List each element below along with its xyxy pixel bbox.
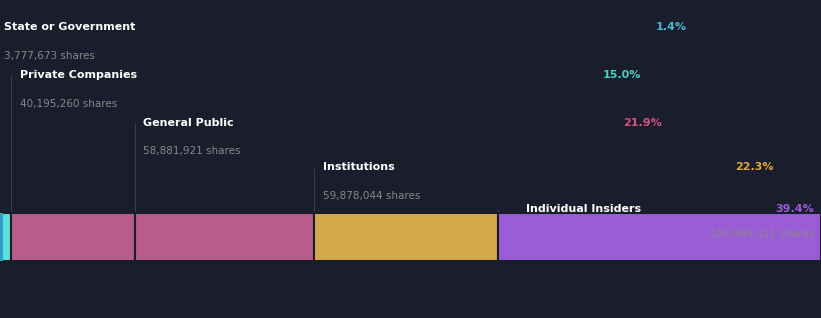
Text: Individual Insiders: Individual Insiders [526, 204, 641, 213]
Bar [135, 213, 314, 261]
Text: 15.0%: 15.0% [603, 70, 641, 80]
Text: 105,894,111 shares: 105,894,111 shares [710, 229, 814, 239]
Bar [498, 213, 821, 261]
Bar [0, 213, 3, 261]
Text: State or Government: State or Government [4, 22, 135, 32]
Text: 22.3%: 22.3% [735, 162, 773, 172]
Text: 40,195,260 shares: 40,195,260 shares [20, 99, 117, 108]
Text: 59,878,044 shares: 59,878,044 shares [323, 191, 420, 201]
Text: 39.4%: 39.4% [776, 204, 814, 213]
Bar [11, 213, 135, 261]
Text: 21.9%: 21.9% [623, 118, 663, 128]
Text: 58,881,921 shares: 58,881,921 shares [143, 146, 241, 156]
Text: Institutions: Institutions [323, 162, 394, 172]
Bar [314, 213, 498, 261]
Text: Private Companies: Private Companies [20, 70, 137, 80]
Bar [0, 213, 11, 261]
Text: General Public: General Public [143, 118, 233, 128]
Text: 1.4%: 1.4% [655, 22, 686, 32]
Text: 3,777,673 shares: 3,777,673 shares [4, 51, 95, 61]
